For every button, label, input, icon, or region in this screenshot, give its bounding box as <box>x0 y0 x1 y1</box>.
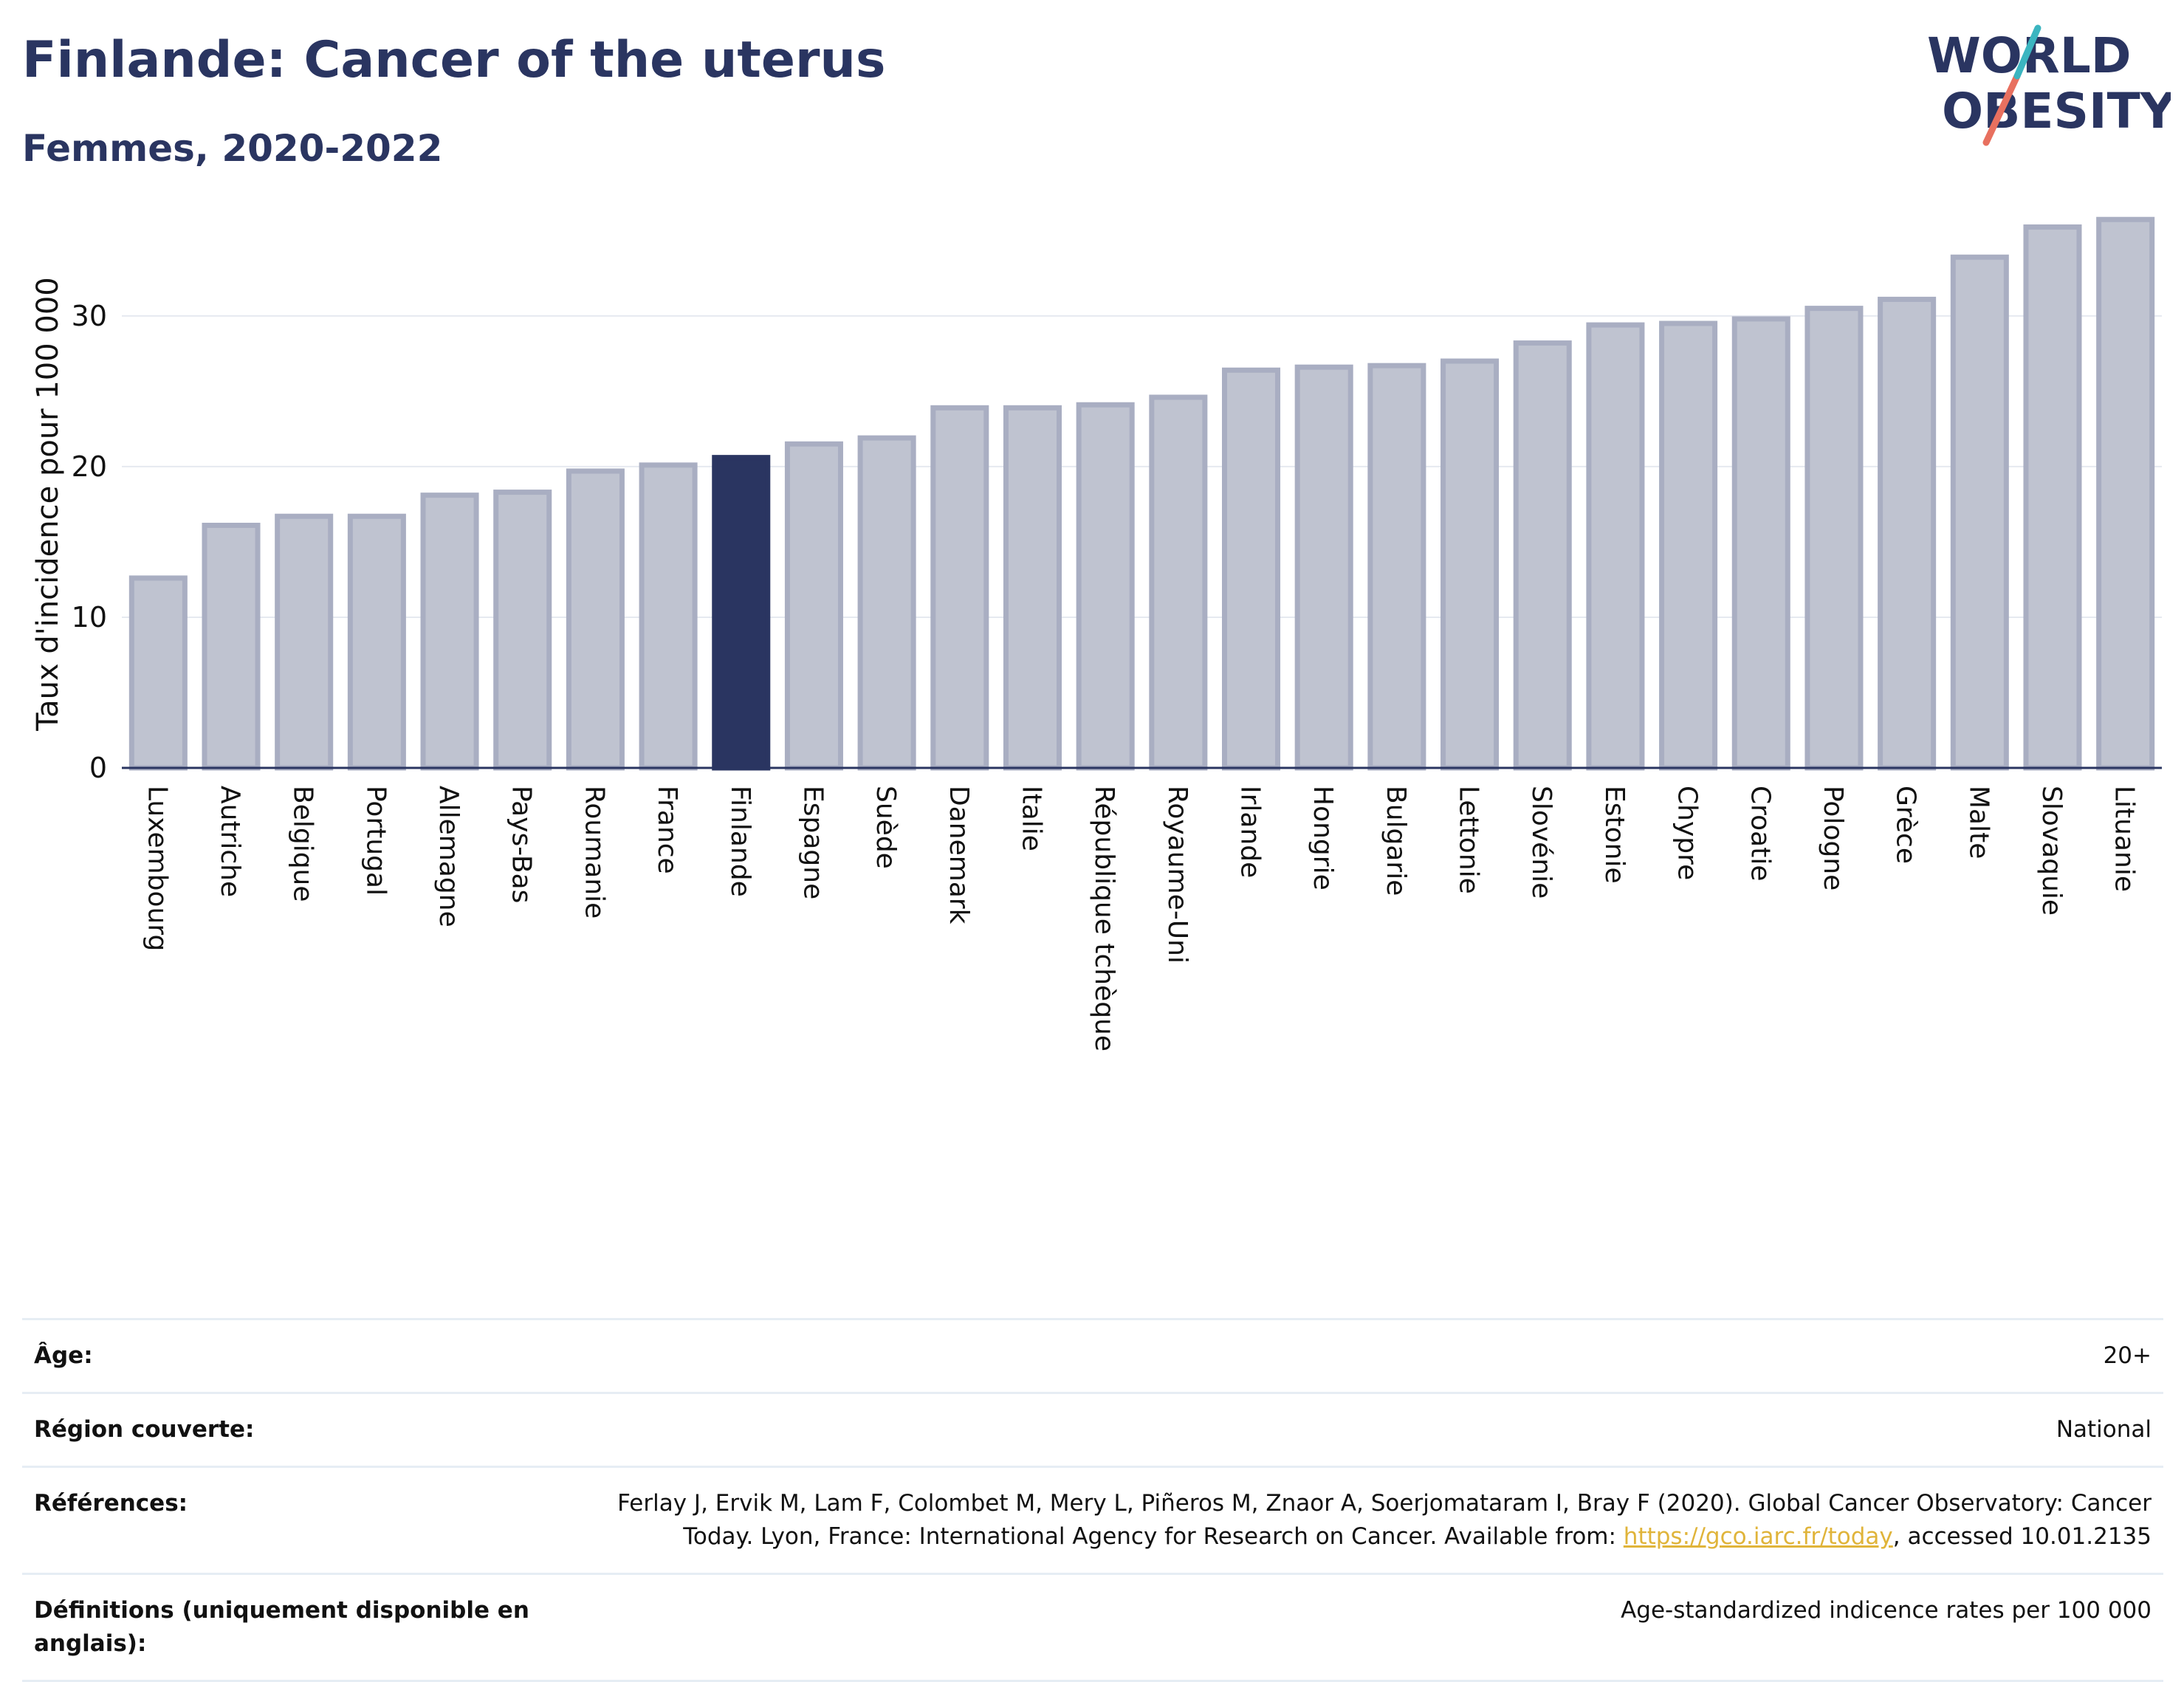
chart-title: Finlande: Cancer of the uterus <box>22 31 886 89</box>
info-table: Âge: 20+ Région couverte: National Référ… <box>22 1318 2163 1682</box>
bar-royaume-uni <box>1149 394 1208 771</box>
bar-chart: 0 10 20 30 Luxembourg Autriche Belgique Portug… <box>31 216 2162 1051</box>
x-tick-label: Suède <box>870 786 901 869</box>
bar-gr-ce <box>1878 296 1937 771</box>
x-tick-label: Malte <box>1963 786 1994 859</box>
x-tick-label: Belgique <box>288 786 318 902</box>
bar-finlande <box>712 455 771 771</box>
x-tick-label: Luxembourg <box>142 786 172 951</box>
references-value: Ferlay J, Ervik M, Lam F, Colombet M, Me… <box>548 1465 2163 1574</box>
x-tick-label: Croatie <box>1745 786 1775 882</box>
bar-allemagne <box>420 492 479 771</box>
x-tick-label: Autriche <box>215 786 245 897</box>
bar-irlande <box>1222 367 1281 771</box>
bar-slovaquie <box>2023 224 2082 771</box>
x-tick-label: République tchèque <box>1089 786 1119 1051</box>
bar-luxembourg <box>128 575 188 771</box>
info-row-references: Références: Ferlay J, Ervik M, Lam F, Co… <box>22 1465 2163 1574</box>
bar-danemark <box>930 405 989 771</box>
x-tick-label: Espagne <box>797 786 828 899</box>
x-tick-label: Portugal <box>360 786 391 896</box>
x-tick-label: Finlande <box>725 786 755 897</box>
x-tick-label: Slovaquie <box>2036 786 2067 916</box>
chart-subtitle: Femmes, 2020-2022 <box>22 127 443 170</box>
y-tick-label: 20 <box>72 450 107 483</box>
references-link[interactable]: https://gco.iarc.fr/today <box>1623 1523 1893 1550</box>
x-tick-labels: Luxembourg Autriche Belgique Portugal Allema… <box>142 786 2139 1051</box>
bar-belgique <box>275 513 334 771</box>
references-text: Ferlay J, Ervik M, Lam F, Colombet M, Me… <box>617 1489 2152 1550</box>
bar-croatie <box>1731 316 1790 771</box>
bars <box>128 216 2155 771</box>
bar-malte <box>1950 254 2009 771</box>
bar-france <box>639 462 698 771</box>
definitions-value: Age-standardized indicence rates per 100… <box>548 1572 2163 1682</box>
info-row-region: Région couverte: National <box>22 1391 2163 1467</box>
y-tick-label: 30 <box>72 300 107 332</box>
age-label: Âge: <box>22 1318 548 1393</box>
bar-lettonie <box>1440 358 1500 771</box>
region-label: Région couverte: <box>22 1391 548 1467</box>
x-tick-label: Bulgarie <box>1381 786 1411 896</box>
x-tick-label: Hongrie <box>1308 786 1338 890</box>
age-value: 20+ <box>548 1318 2163 1393</box>
bar-su-de <box>857 435 916 771</box>
y-tick-label: 10 <box>72 601 107 634</box>
bar-espagne <box>784 441 843 771</box>
x-tick-label: Roumanie <box>579 786 609 919</box>
definitions-label: Définitions (uniquement disponible en an… <box>22 1572 548 1682</box>
logo-slash-red <box>1982 72 2021 146</box>
world-obesity-logo: WORLD OBESITY <box>1927 24 2171 146</box>
info-row-age: Âge: 20+ <box>22 1318 2163 1393</box>
bar-hongrie <box>1294 364 1353 771</box>
x-tick-label: France <box>652 786 682 874</box>
x-tick-label: Estonie <box>1599 786 1630 884</box>
bar-portugal <box>347 513 406 771</box>
bar-italie <box>1003 405 1062 771</box>
bar-autriche <box>202 522 261 771</box>
region-value: National <box>548 1391 2163 1467</box>
bar-r-publique-tch-que <box>1076 402 1135 771</box>
x-tick-label: Irlande <box>1235 786 1266 878</box>
x-tick-label: Grèce <box>1891 786 1921 864</box>
bar-pologne <box>1804 306 1864 771</box>
x-tick-label: Royaume-Uni <box>1162 786 1192 964</box>
x-tick-label: Slovénie <box>1526 786 1556 899</box>
x-tick-label: Pologne <box>1818 786 1848 890</box>
y-tick-labels: 0 10 20 30 <box>72 300 107 784</box>
x-tick-label: Italie <box>1016 786 1046 851</box>
bar-pays-bas <box>493 490 552 771</box>
references-label: Références: <box>22 1465 548 1574</box>
info-row-definitions: Définitions (uniquement disponible en an… <box>22 1572 2163 1682</box>
x-tick-label: Lituanie <box>2109 786 2140 892</box>
x-tick-label: Allemagne <box>433 786 464 927</box>
bar-bulgarie <box>1367 363 1426 771</box>
logo-slash-teal <box>2013 24 2042 80</box>
bar-lituanie <box>2096 216 2155 771</box>
x-tick-label: Chypre <box>1672 786 1703 880</box>
bar-slov-nie <box>1513 340 1572 771</box>
bar-roumanie <box>566 468 625 771</box>
x-tick-label: Lettonie <box>1454 786 1484 894</box>
y-axis-label: Taux d'incidence pour 100 000 <box>31 277 65 731</box>
logo-line2: OBESITY <box>1942 83 2171 140</box>
x-tick-label: Pays-Bas <box>506 786 537 903</box>
bar-chypre <box>1659 320 1718 771</box>
x-tick-label: Danemark <box>944 786 974 924</box>
bar-estonie <box>1586 322 1645 771</box>
y-tick-label: 0 <box>89 752 107 784</box>
references-accessed: , accessed 10.01.2135 <box>1892 1523 2152 1550</box>
